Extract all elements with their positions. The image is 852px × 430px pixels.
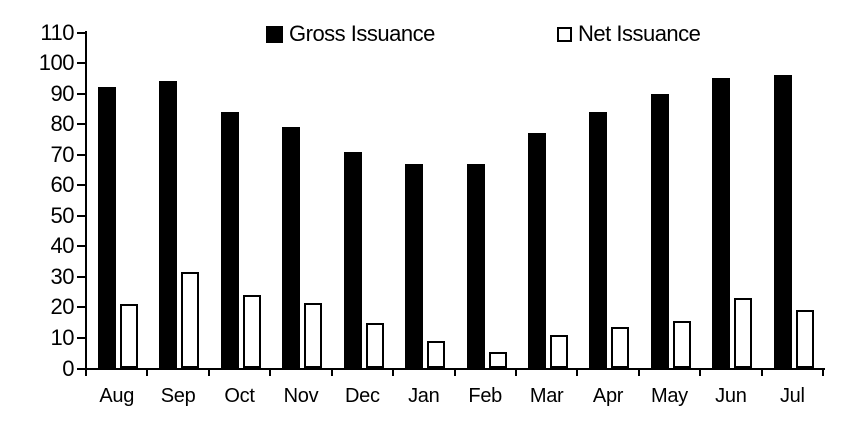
x-axis-label: May <box>651 385 688 407</box>
y-axis-tick <box>77 367 86 370</box>
legend-item-net: Net Issuance <box>557 21 701 47</box>
net-issuance-bar <box>611 327 630 369</box>
y-axis-tick <box>77 31 86 34</box>
net-issuance-bar <box>734 298 753 369</box>
net-issuance-bar <box>488 351 507 369</box>
y-axis-label: 0 <box>62 355 74 381</box>
gross-issuance-bar <box>98 87 116 369</box>
x-axis-tick <box>576 368 579 376</box>
x-axis-tick <box>822 368 824 376</box>
net-issuance-bar <box>427 341 446 369</box>
gross-issuance-bar <box>220 111 239 369</box>
x-axis-tick <box>699 368 702 376</box>
x-axis-label: Jan <box>408 385 440 407</box>
net-issuance-bar <box>304 302 323 369</box>
net-issuance-bar <box>795 310 814 369</box>
legend-item-gross: Gross Issuance <box>266 21 435 47</box>
x-axis-tick <box>269 368 272 376</box>
x-axis-label: Feb <box>468 385 502 407</box>
net-issuance-bar <box>672 321 691 369</box>
gross-issuance-bar <box>343 151 362 369</box>
gross-issuance-bar <box>589 111 608 369</box>
y-axis-label: 60 <box>50 172 75 198</box>
gross-issuance-bar <box>282 127 301 369</box>
gross-issuance-bar <box>712 78 731 369</box>
gross-issuance-bar <box>650 93 669 369</box>
x-axis-tick <box>207 368 210 376</box>
gross-issuance-bar <box>405 163 424 369</box>
y-axis-tick <box>77 306 86 309</box>
x-axis-tick <box>330 368 333 376</box>
y-axis-tick <box>77 275 86 278</box>
y-axis-tick <box>77 153 86 156</box>
x-axis-tick <box>85 368 87 376</box>
x-axis-tick <box>453 368 456 376</box>
legend-net-marker <box>557 26 572 42</box>
y-axis-tick <box>77 184 86 187</box>
net-issuance-bar <box>181 272 200 369</box>
x-axis-label: Jul <box>779 385 805 407</box>
legend-gross-marker <box>266 25 283 43</box>
net-issuance-bar <box>242 295 261 369</box>
y-axis-tick <box>77 62 86 65</box>
x-axis-tick <box>146 368 149 376</box>
y-axis-label: 70 <box>50 141 75 167</box>
x-axis-label: Jun <box>715 385 747 407</box>
y-axis-label: 80 <box>50 111 75 137</box>
y-axis-tick <box>77 92 86 95</box>
gross-issuance-bar <box>466 163 485 369</box>
y-axis-label: 90 <box>50 80 75 106</box>
net-issuance-bar <box>549 334 568 369</box>
legend-net-label: Net Issuance <box>578 21 701 46</box>
y-axis-label: 100 <box>38 50 75 76</box>
y-axis-tick <box>77 214 86 217</box>
x-axis-tick <box>392 368 395 376</box>
legend-gross-label: Gross Issuance <box>289 21 435 46</box>
y-axis-tick <box>77 336 86 339</box>
x-axis-label: Sep <box>160 385 196 407</box>
x-axis-tick <box>637 368 640 376</box>
x-axis-label: Aug <box>99 385 135 407</box>
y-axis-label: 20 <box>50 294 75 320</box>
y-axis-label: 10 <box>50 324 75 350</box>
y-axis-line <box>85 31 87 370</box>
gross-issuance-bar <box>159 81 178 369</box>
x-axis-label: Oct <box>224 385 255 407</box>
y-axis-label: 50 <box>50 202 75 228</box>
y-axis-label: 30 <box>50 263 75 289</box>
x-axis-label: Apr <box>592 385 624 407</box>
gross-issuance-bar <box>773 75 792 369</box>
y-axis-tick <box>77 245 86 248</box>
net-issuance-bar <box>365 322 384 369</box>
x-axis-tick <box>760 368 763 376</box>
x-axis-label: Mar <box>529 385 564 407</box>
y-axis-label: 40 <box>50 233 75 259</box>
x-axis-label: Nov <box>283 385 319 407</box>
gross-issuance-bar <box>527 133 546 369</box>
net-issuance-bar <box>120 304 138 369</box>
y-axis-tick <box>77 123 86 126</box>
x-axis-tick <box>514 368 517 376</box>
x-axis-label: Dec <box>345 385 380 407</box>
y-axis-label: 110 <box>40 19 74 45</box>
